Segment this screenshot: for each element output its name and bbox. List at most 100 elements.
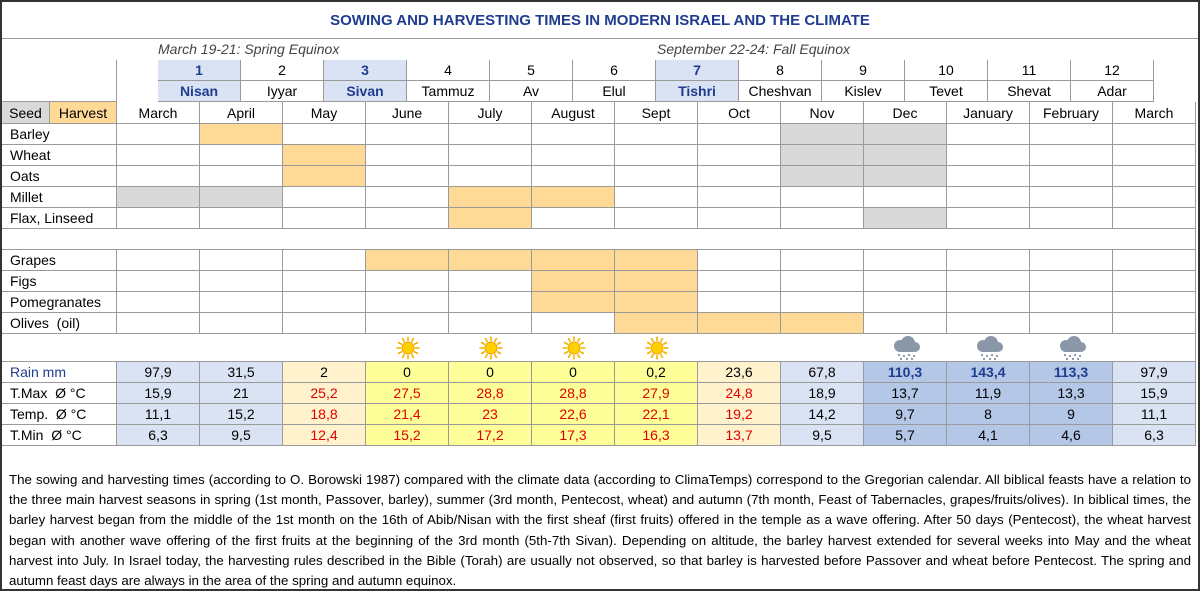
crop-cell (366, 187, 449, 208)
climate-value: 9 (1030, 404, 1113, 425)
month-header: Dec (864, 102, 947, 124)
climate-value: 28,8 (449, 383, 532, 404)
month-header: July (449, 102, 532, 124)
climate-value: 11,9 (947, 383, 1030, 404)
crop-cell (200, 250, 283, 271)
crop-cell (947, 145, 1030, 166)
crop-cell (449, 187, 532, 208)
title: SOWING AND HARVESTING TIMES IN MODERN IS… (0, 0, 1200, 39)
rain-icon (1030, 334, 1113, 362)
crop-cell (532, 292, 615, 313)
crop-cell (532, 250, 615, 271)
crop-cell (1030, 187, 1113, 208)
crop-cell (200, 187, 283, 208)
crop-cell (1113, 145, 1196, 166)
climate-value: 21 (200, 383, 283, 404)
hebrew-month-number: 1 (158, 60, 241, 81)
crop-cell (200, 124, 283, 145)
climate-value: 27,9 (615, 383, 698, 404)
hebrew-month-number: 9 (822, 60, 905, 81)
hebrew-month-number: 5 (490, 60, 573, 81)
crop-cell (449, 250, 532, 271)
crop-cell (200, 145, 283, 166)
crop-cell (283, 124, 366, 145)
crop-cell (615, 313, 698, 334)
climate-value: 11,1 (1113, 404, 1196, 425)
crop-cell (200, 271, 283, 292)
climate-value: 0,2 (615, 362, 698, 383)
crop-cell (200, 208, 283, 229)
climate-value: 17,3 (532, 425, 615, 446)
crop-cell (1030, 208, 1113, 229)
climate-label: Temp. Ø °C (2, 404, 117, 425)
crop-cell (781, 145, 864, 166)
note: The sowing and harvesting times (accordi… (9, 472, 1191, 589)
crop-cell (1030, 145, 1113, 166)
crop-cell (1113, 292, 1196, 313)
crop-cell (532, 124, 615, 145)
crop-cell (117, 250, 200, 271)
crop-cell (449, 145, 532, 166)
crop-cell (698, 271, 781, 292)
crop-cell (864, 166, 947, 187)
crop-cell (1113, 166, 1196, 187)
crop-cell (366, 292, 449, 313)
crop-name: Flax, Linseed (2, 208, 117, 229)
crop-cell (449, 208, 532, 229)
crop-cell (1113, 271, 1196, 292)
crop-cell (1113, 208, 1196, 229)
sun-icon (449, 334, 532, 362)
crop-cell (366, 124, 449, 145)
crop-cell (781, 124, 864, 145)
crop-cell (366, 166, 449, 187)
climate-value: 27,5 (366, 383, 449, 404)
crop-cell (283, 250, 366, 271)
climate-value: 0 (532, 362, 615, 383)
crop-cell (615, 208, 698, 229)
climate-value: 15,2 (200, 404, 283, 425)
climate-value: 25,2 (283, 383, 366, 404)
crop-cell (781, 187, 864, 208)
crop-cell (698, 292, 781, 313)
crop-cell (200, 292, 283, 313)
hebrew-month-name: Av (490, 81, 573, 102)
climate-value: 12,4 (283, 425, 366, 446)
crop-cell (117, 145, 200, 166)
crop-cell (615, 187, 698, 208)
icon-row (2, 334, 1196, 362)
crop-cell (1113, 313, 1196, 334)
climate-value: 0 (449, 362, 532, 383)
crop-cell (283, 271, 366, 292)
crop-cell (117, 166, 200, 187)
crop-cell (532, 145, 615, 166)
climate-value: 24,8 (698, 383, 781, 404)
climate-value: 13,7 (698, 425, 781, 446)
climate-value: 110,3 (864, 362, 947, 383)
crop-cell (1030, 271, 1113, 292)
hebrew-month-number: 12 (1071, 60, 1154, 81)
hebrew-month-number: 8 (739, 60, 822, 81)
climate-value: 16,3 (615, 425, 698, 446)
hebrew-month-number: 7 (656, 60, 739, 81)
crop-cell (117, 313, 200, 334)
crop-cell (283, 313, 366, 334)
hebrew-month-name: Shevat (988, 81, 1071, 102)
separator-row (2, 229, 1196, 250)
crop-cell (449, 313, 532, 334)
crop-cell (781, 292, 864, 313)
climate-label: T.Max Ø °C (2, 383, 117, 404)
climate-value: 13,3 (1030, 383, 1113, 404)
hebrew-label-cell (2, 60, 117, 102)
crop-cell (532, 208, 615, 229)
crop-cell (698, 208, 781, 229)
hebrew-month-name: Adar (1071, 81, 1154, 102)
climate-value: 18,8 (283, 404, 366, 425)
crop-cell (864, 292, 947, 313)
month-header: Sept (615, 102, 698, 124)
climate-value: 6,3 (1113, 425, 1196, 446)
crop-cell (449, 166, 532, 187)
crop-name: Oats (2, 166, 117, 187)
crop-cell (1030, 292, 1113, 313)
hebrew-month-number: 11 (988, 60, 1071, 81)
